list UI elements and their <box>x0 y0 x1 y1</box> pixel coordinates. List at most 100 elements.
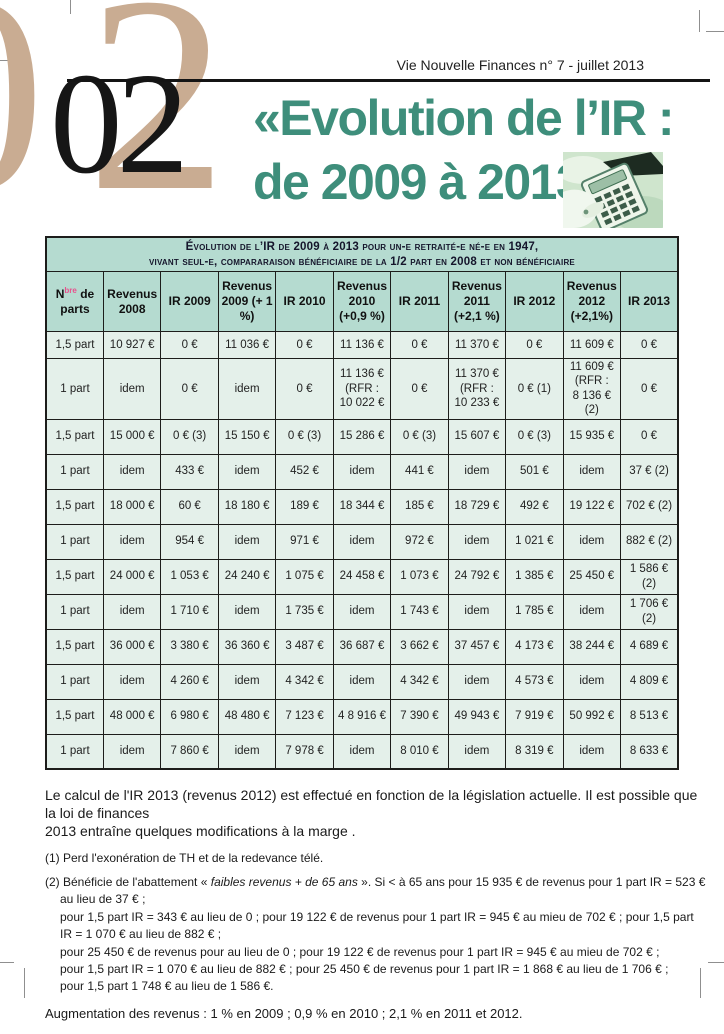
table-cell: 38 244 € <box>562 628 622 665</box>
table-row: 1,5 part 10 927 €0 €11 036 €0 €11 136 €0 … <box>45 331 679 359</box>
table-cell: 49 943 € <box>447 698 507 735</box>
table-cell: 8 633 € <box>620 733 679 770</box>
column-header: IR 2011 <box>390 271 449 332</box>
table-cell: 4 342 € <box>390 663 449 700</box>
table-cell: 25 450 € <box>562 558 622 595</box>
footnote-1: (1) Perd l'exonération de TH et de la re… <box>45 850 324 865</box>
table-cell: idem <box>102 663 162 700</box>
table-cell: 4 573 € <box>505 663 564 700</box>
crop-mark <box>70 0 71 14</box>
table-cell: idem <box>562 523 622 560</box>
footnote-2-prefix: (2) Bénéficie de l'abattement « <box>45 874 211 889</box>
table-cell: 972 € <box>390 523 449 560</box>
table-cell: idem <box>332 663 392 700</box>
table-cell: 8 319 € <box>505 733 564 770</box>
table-row: 1 part idem 433 € idem 452 € idem 441 € idem 501… <box>45 453 679 490</box>
table-cell: 1 785 € <box>505 593 564 630</box>
table-cell: 4 809 € <box>620 663 679 700</box>
table-cell: idem <box>217 523 277 560</box>
table-cell: 1,5 part <box>45 698 104 735</box>
table-cell: 0 € <box>390 358 449 420</box>
table-cell: 4 8 916 € <box>332 698 392 735</box>
table-cell: 492 € <box>505 488 564 525</box>
table-cell: idem <box>217 593 277 630</box>
table-cell: 1 735 € <box>275 593 334 630</box>
table-cell: idem <box>332 523 392 560</box>
issue-label: Vie Nouvelle Finances n° 7 - juillet 201… <box>396 57 644 73</box>
calculator-illustration <box>563 152 663 228</box>
column-header: IR 2009 <box>160 271 219 332</box>
table-cell: 1 073 € <box>390 558 449 595</box>
table-row: 1 part idem 1 710 € idem 1 735 € idem 1 743 € i… <box>45 593 679 630</box>
table-cell: 4 173 € <box>505 628 564 665</box>
table-cell: 0 € <box>275 358 334 420</box>
table-cell: 1 part <box>45 453 104 490</box>
table-row: 1,5 part 48 000 €6 980 €48 480 €7 123 €4 … <box>45 698 679 735</box>
table-cell: 3 380 € <box>160 628 219 665</box>
table-cell: 8 010 € <box>390 733 449 770</box>
calculator-photo <box>563 152 663 228</box>
table-cell: 4 689 € <box>620 628 679 665</box>
table-cell: 0 € <box>160 331 219 359</box>
table-cell: 0 € <box>390 331 449 359</box>
table-cell: 501 € <box>505 453 564 490</box>
table-cell: 11 609 € (RFR : 8 136 € (2) <box>562 358 622 420</box>
column-header: Revenus 2012 (+2,1%) <box>562 271 622 332</box>
column-header: IR 2012 <box>505 271 564 332</box>
note-augmentation: Augmentation des revenus : 1 % en 2009 ;… <box>45 1005 523 1021</box>
table-cell: idem <box>102 523 162 560</box>
table-cell: 1,5 part <box>45 331 104 359</box>
table-cell: 4 260 € <box>160 663 219 700</box>
table-cell: 60 € <box>160 488 219 525</box>
superscript-bre: bre <box>64 285 77 295</box>
table-cell: 11 136 € (RFR : 10 022 € <box>332 358 392 420</box>
table-cell: 37 457 € <box>447 628 507 665</box>
table-cell: 1 part <box>45 358 104 420</box>
table-cell: idem <box>332 593 392 630</box>
table-cell: idem <box>217 453 277 490</box>
table-cell: 15 150 € <box>217 418 277 455</box>
crop-mark <box>700 968 701 998</box>
table-cell: idem <box>102 593 162 630</box>
footnote-2-suffix: ». Si < à 65 ans pour 15 935 € de revenu… <box>60 874 706 994</box>
footnote-2-italic: faibles revenus + de 65 ans <box>210 874 358 889</box>
table-row: 1 part idem 4 260 € idem 4 342 € idem 4 342 € i… <box>45 663 679 700</box>
table-cell: 19 122 € <box>562 488 622 525</box>
note-legislation: Le calcul de l'IR 2013 (revenus 2012) es… <box>45 787 698 840</box>
crop-mark <box>699 10 700 32</box>
table-cell: 18 000 € <box>102 488 162 525</box>
table-cell: 1 706 € (2) <box>620 593 679 630</box>
table-cell: 11 036 € <box>217 331 277 359</box>
table-cell: 0 € <box>620 358 679 420</box>
table-cell: 8 513 € <box>620 698 679 735</box>
column-header-row: Nbre de parts Revenus 2008 IR 2009 Revenus … <box>45 271 679 332</box>
table-cell: 0 € (1) <box>505 358 564 420</box>
table-cell: 11 370 € <box>447 331 507 359</box>
table-cell: 0 € <box>620 331 679 359</box>
table-cell: idem <box>217 358 277 420</box>
table-cell: 1,5 part <box>45 488 104 525</box>
table-cell: 1 021 € <box>505 523 564 560</box>
table-cell: 36 000 € <box>102 628 162 665</box>
table-cell: 15 935 € <box>562 418 622 455</box>
article-title-line2: de 2009 à 2013 <box>253 154 584 210</box>
crop-mark <box>0 962 14 963</box>
table-cell: idem <box>447 593 507 630</box>
table-cell: idem <box>332 733 392 770</box>
table-cell: 7 860 € <box>160 733 219 770</box>
table-cell: 36 687 € <box>332 628 392 665</box>
table-cell: 1 part <box>45 593 104 630</box>
table-row: 1,5 part 18 000 €60 €18 180 €189 €18 344 … <box>45 488 679 525</box>
table-cell: 1 385 € <box>505 558 564 595</box>
crop-mark <box>706 31 724 32</box>
column-header: IR 2013 <box>620 271 679 332</box>
footnotes: Le calcul de l'IR 2013 (revenus 2012) es… <box>45 786 709 1034</box>
table-cell: 1 710 € <box>160 593 219 630</box>
table-cell: 0 € <box>505 331 564 359</box>
table-cell: 24 792 € <box>447 558 507 595</box>
ir-evolution-table: Évolution de l’IR de 2009 à 2013 pour un… <box>45 236 679 770</box>
table-cell: 11 136 € <box>332 331 392 359</box>
page-number: 02 <box>50 44 189 204</box>
page-number-background: 02 <box>0 0 269 249</box>
table-cell: 1 part <box>45 733 104 770</box>
